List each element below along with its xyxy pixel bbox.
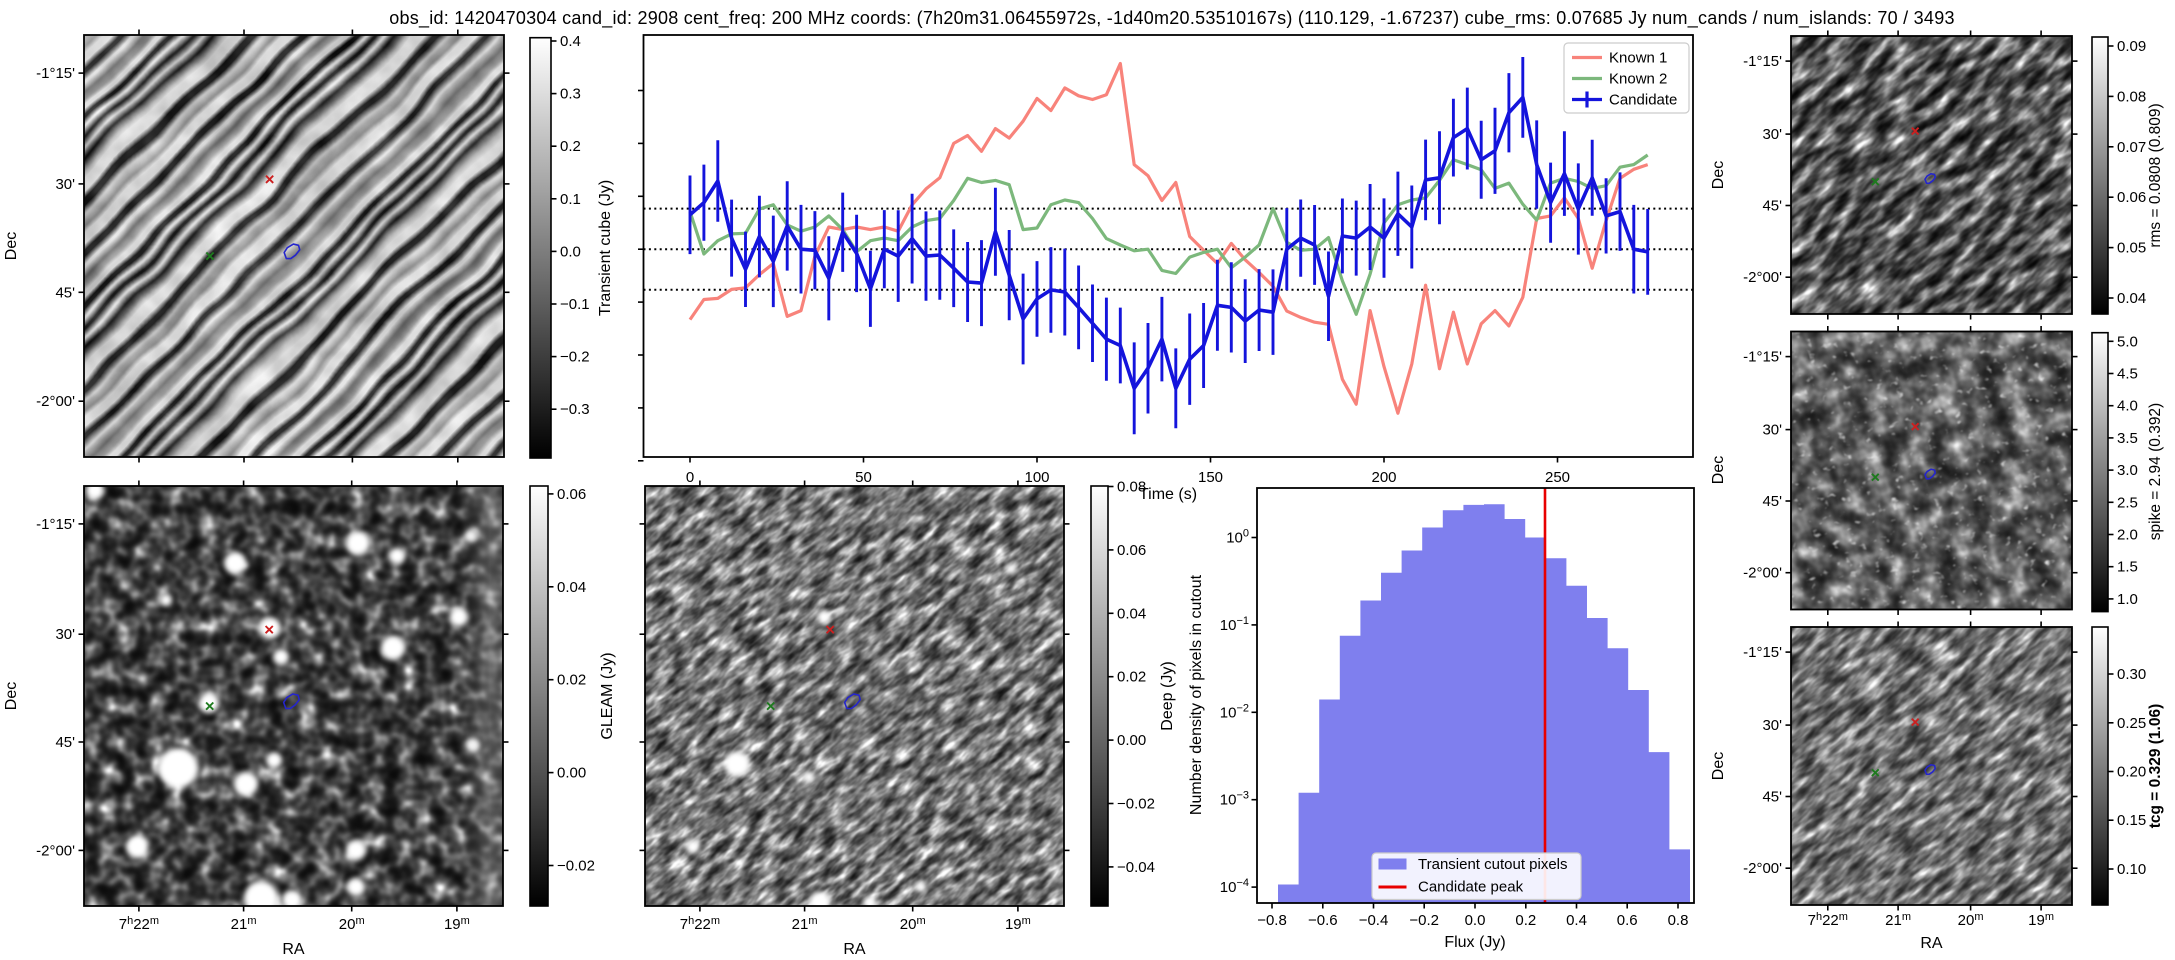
svg-text:-1°15': -1°15' [36,65,75,82]
svg-text:0.06: 0.06 [557,486,586,503]
svg-text:Dec: Dec [3,682,20,710]
svg-text:Dec: Dec [1710,161,1727,189]
svg-text:2.5: 2.5 [2117,494,2138,511]
svg-text:45': 45' [55,284,75,301]
svg-text:4.0: 4.0 [2117,398,2138,415]
svg-text:RA: RA [282,941,305,958]
svg-text:30': 30' [55,626,75,643]
svg-text:Candidate: Candidate [1609,92,1677,109]
svg-text:−0.02: −0.02 [1117,796,1155,813]
svg-text:-2°00': -2°00' [1743,860,1782,877]
svg-text:0.4: 0.4 [1566,912,1587,929]
svg-text:obs_id: 1420470304 cand_id: 29: obs_id: 1420470304 cand_id: 2908 cent_fr… [389,8,1954,29]
svg-text:0.4: 0.4 [560,33,581,50]
svg-text:0.07: 0.07 [2117,139,2146,156]
svg-text:GLEAM (Jy): GLEAM (Jy) [599,652,616,739]
svg-text:0.2: 0.2 [1515,912,1536,929]
svg-text:30': 30' [1762,422,1782,439]
svg-text:0.02: 0.02 [1117,669,1146,686]
svg-text:0.3: 0.3 [560,86,581,103]
svg-text:−0.2: −0.2 [1409,912,1439,929]
svg-text:-2°00': -2°00' [36,842,75,859]
svg-text:0: 0 [686,469,694,486]
svg-text:0.06: 0.06 [2117,189,2146,206]
svg-text:0.08: 0.08 [2117,88,2146,105]
svg-text:0.04: 0.04 [1117,605,1146,622]
svg-text:45': 45' [1762,789,1782,806]
svg-text:5.0: 5.0 [2117,333,2138,350]
svg-text:0.30: 0.30 [2117,666,2146,683]
svg-text:Transient cube (Jy): Transient cube (Jy) [597,180,614,316]
svg-text:−0.6: −0.6 [1308,912,1338,929]
svg-text:-2°00': -2°00' [1743,565,1782,582]
svg-text:−0.2: −0.2 [560,349,590,366]
svg-text:RA: RA [843,941,866,958]
svg-text:150: 150 [1198,469,1223,486]
svg-text:3.5: 3.5 [2117,430,2138,447]
svg-text:0.10: 0.10 [2117,861,2146,878]
svg-text:Transient cutout pixels: Transient cutout pixels [1418,856,1568,873]
svg-text:-1°15': -1°15' [36,516,75,533]
svg-text:Flux (Jy): Flux (Jy) [1444,934,1505,951]
svg-text:0.15: 0.15 [2117,812,2146,829]
svg-text:50: 50 [855,469,872,486]
svg-text:−0.8: −0.8 [1257,912,1287,929]
svg-text:200: 200 [1371,469,1396,486]
svg-text:2.0: 2.0 [2117,527,2138,544]
svg-text:250: 250 [1545,469,1570,486]
svg-text:-1°15': -1°15' [1743,349,1782,366]
svg-text:−0.4: −0.4 [1359,912,1389,929]
svg-text:Number density of pixels in cu: Number density of pixels in cutout [1188,574,1205,815]
svg-text:0.04: 0.04 [557,579,586,596]
svg-text:0.09: 0.09 [2117,38,2146,55]
svg-text:Dec: Dec [3,232,20,260]
svg-text:-1°15': -1°15' [1743,644,1782,661]
svg-text:-2°00': -2°00' [1743,269,1782,286]
svg-text:spike = 2.94 (0.392): spike = 2.94 (0.392) [2147,403,2164,540]
svg-text:−0.3: −0.3 [560,401,590,418]
svg-text:0.05: 0.05 [2117,240,2146,257]
svg-text:Candidate peak: Candidate peak [1418,879,1524,896]
svg-text:Deep (Jy): Deep (Jy) [1159,661,1176,730]
svg-text:−0.02: −0.02 [557,858,595,875]
svg-text:rms = 0.0808 (0.809): rms = 0.0808 (0.809) [2147,103,2164,247]
svg-text:0.1: 0.1 [560,191,581,208]
svg-text:0.06: 0.06 [1117,542,1146,559]
svg-text:-1°15': -1°15' [1743,53,1782,70]
svg-text:−0.04: −0.04 [1117,859,1155,876]
svg-text:3.0: 3.0 [2117,462,2138,479]
svg-text:0.20: 0.20 [2117,764,2146,781]
svg-text:4.5: 4.5 [2117,366,2138,383]
svg-text:Known 1: Known 1 [1609,50,1667,67]
svg-text:30': 30' [1762,717,1782,734]
svg-text:RA: RA [1920,935,1943,952]
svg-text:0.25: 0.25 [2117,715,2146,732]
svg-text:Dec: Dec [1710,456,1727,484]
svg-text:Known 2: Known 2 [1609,71,1667,88]
svg-text:0.02: 0.02 [557,672,586,689]
svg-text:tcg = 0.329 (1.06): tcg = 0.329 (1.06) [2147,704,2164,829]
svg-text:100: 100 [1024,469,1049,486]
svg-text:0.04: 0.04 [2117,290,2146,307]
svg-text:1.5: 1.5 [2117,559,2138,576]
svg-text:-2°00': -2°00' [36,393,75,410]
svg-text:0.0: 0.0 [1465,912,1486,929]
svg-text:45': 45' [1762,198,1782,215]
svg-text:−0.1: −0.1 [560,296,590,313]
svg-text:0.08: 0.08 [1117,479,1146,496]
svg-text:0.2: 0.2 [560,138,581,155]
svg-text:45': 45' [1762,493,1782,510]
svg-text:30': 30' [1762,126,1782,143]
svg-text:30': 30' [55,176,75,193]
svg-text:0.8: 0.8 [1668,912,1689,929]
svg-text:0.6: 0.6 [1617,912,1638,929]
svg-text:0.00: 0.00 [1117,732,1146,749]
svg-text:1.0: 1.0 [2117,591,2138,608]
svg-text:Time (s): Time (s) [1139,486,1197,503]
svg-text:Dec: Dec [1710,752,1727,780]
svg-text:45': 45' [55,734,75,751]
svg-text:0.0: 0.0 [560,243,581,260]
svg-text:0.00: 0.00 [557,765,586,782]
